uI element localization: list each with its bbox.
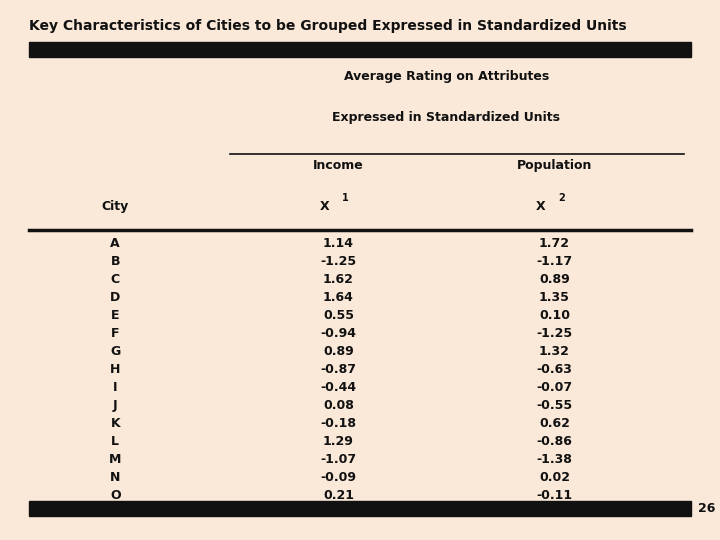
Text: Key Characteristics of Cities to be Grouped Expressed in Standardized Units: Key Characteristics of Cities to be Grou… — [29, 19, 626, 33]
Text: I: I — [113, 381, 117, 394]
Text: 1.32: 1.32 — [539, 346, 570, 359]
Text: 1.64: 1.64 — [323, 292, 354, 305]
Text: 1.72: 1.72 — [539, 238, 570, 251]
Text: 1.62: 1.62 — [323, 273, 354, 286]
Text: O: O — [110, 489, 120, 502]
Text: D: D — [110, 292, 120, 305]
Bar — [29, 501, 691, 516]
Text: -0.07: -0.07 — [536, 381, 572, 394]
Text: -0.86: -0.86 — [536, 435, 572, 448]
Text: A: A — [110, 238, 120, 251]
Text: 0.08: 0.08 — [323, 400, 354, 413]
Text: B: B — [110, 255, 120, 268]
Text: 1.29: 1.29 — [323, 435, 354, 448]
Text: -0.63: -0.63 — [536, 363, 572, 376]
Text: -1.38: -1.38 — [536, 454, 572, 467]
Text: H: H — [110, 363, 120, 376]
Text: 1.35: 1.35 — [539, 292, 570, 305]
Text: -0.55: -0.55 — [536, 400, 572, 413]
Text: -0.87: -0.87 — [320, 363, 356, 376]
Text: -0.44: -0.44 — [320, 381, 356, 394]
Text: -0.11: -0.11 — [536, 489, 572, 502]
Text: X: X — [320, 200, 330, 213]
Text: -1.07: -1.07 — [320, 454, 356, 467]
Text: -1.25: -1.25 — [320, 255, 356, 268]
Text: -1.17: -1.17 — [536, 255, 572, 268]
Text: Expressed in Standardized Units: Expressed in Standardized Units — [333, 111, 560, 124]
Text: L: L — [111, 435, 120, 448]
Text: Income: Income — [313, 159, 364, 172]
Text: 1.14: 1.14 — [323, 238, 354, 251]
Text: E: E — [111, 309, 120, 322]
Text: J: J — [113, 400, 117, 413]
Text: -0.94: -0.94 — [320, 327, 356, 340]
Text: 0.02: 0.02 — [539, 471, 570, 484]
Text: Population: Population — [517, 159, 592, 172]
Text: 0.62: 0.62 — [539, 417, 570, 430]
Text: -1.25: -1.25 — [536, 327, 572, 340]
Text: 0.21: 0.21 — [323, 489, 354, 502]
Text: N: N — [110, 471, 120, 484]
Text: -0.09: -0.09 — [320, 471, 356, 484]
Text: City: City — [102, 200, 129, 213]
Text: X: X — [536, 200, 546, 213]
Text: G: G — [110, 346, 120, 359]
Text: 2: 2 — [558, 193, 564, 204]
Text: 26: 26 — [698, 502, 716, 515]
Text: 0.10: 0.10 — [539, 309, 570, 322]
Text: 0.89: 0.89 — [323, 346, 354, 359]
Text: 1: 1 — [342, 193, 348, 204]
Text: C: C — [111, 273, 120, 286]
Text: Average Rating on Attributes: Average Rating on Attributes — [343, 70, 549, 83]
Text: F: F — [111, 327, 120, 340]
Text: M: M — [109, 454, 122, 467]
Text: -0.18: -0.18 — [320, 417, 356, 430]
Text: 0.89: 0.89 — [539, 273, 570, 286]
Text: 0.55: 0.55 — [323, 309, 354, 322]
Bar — [29, 42, 691, 57]
Text: K: K — [110, 417, 120, 430]
